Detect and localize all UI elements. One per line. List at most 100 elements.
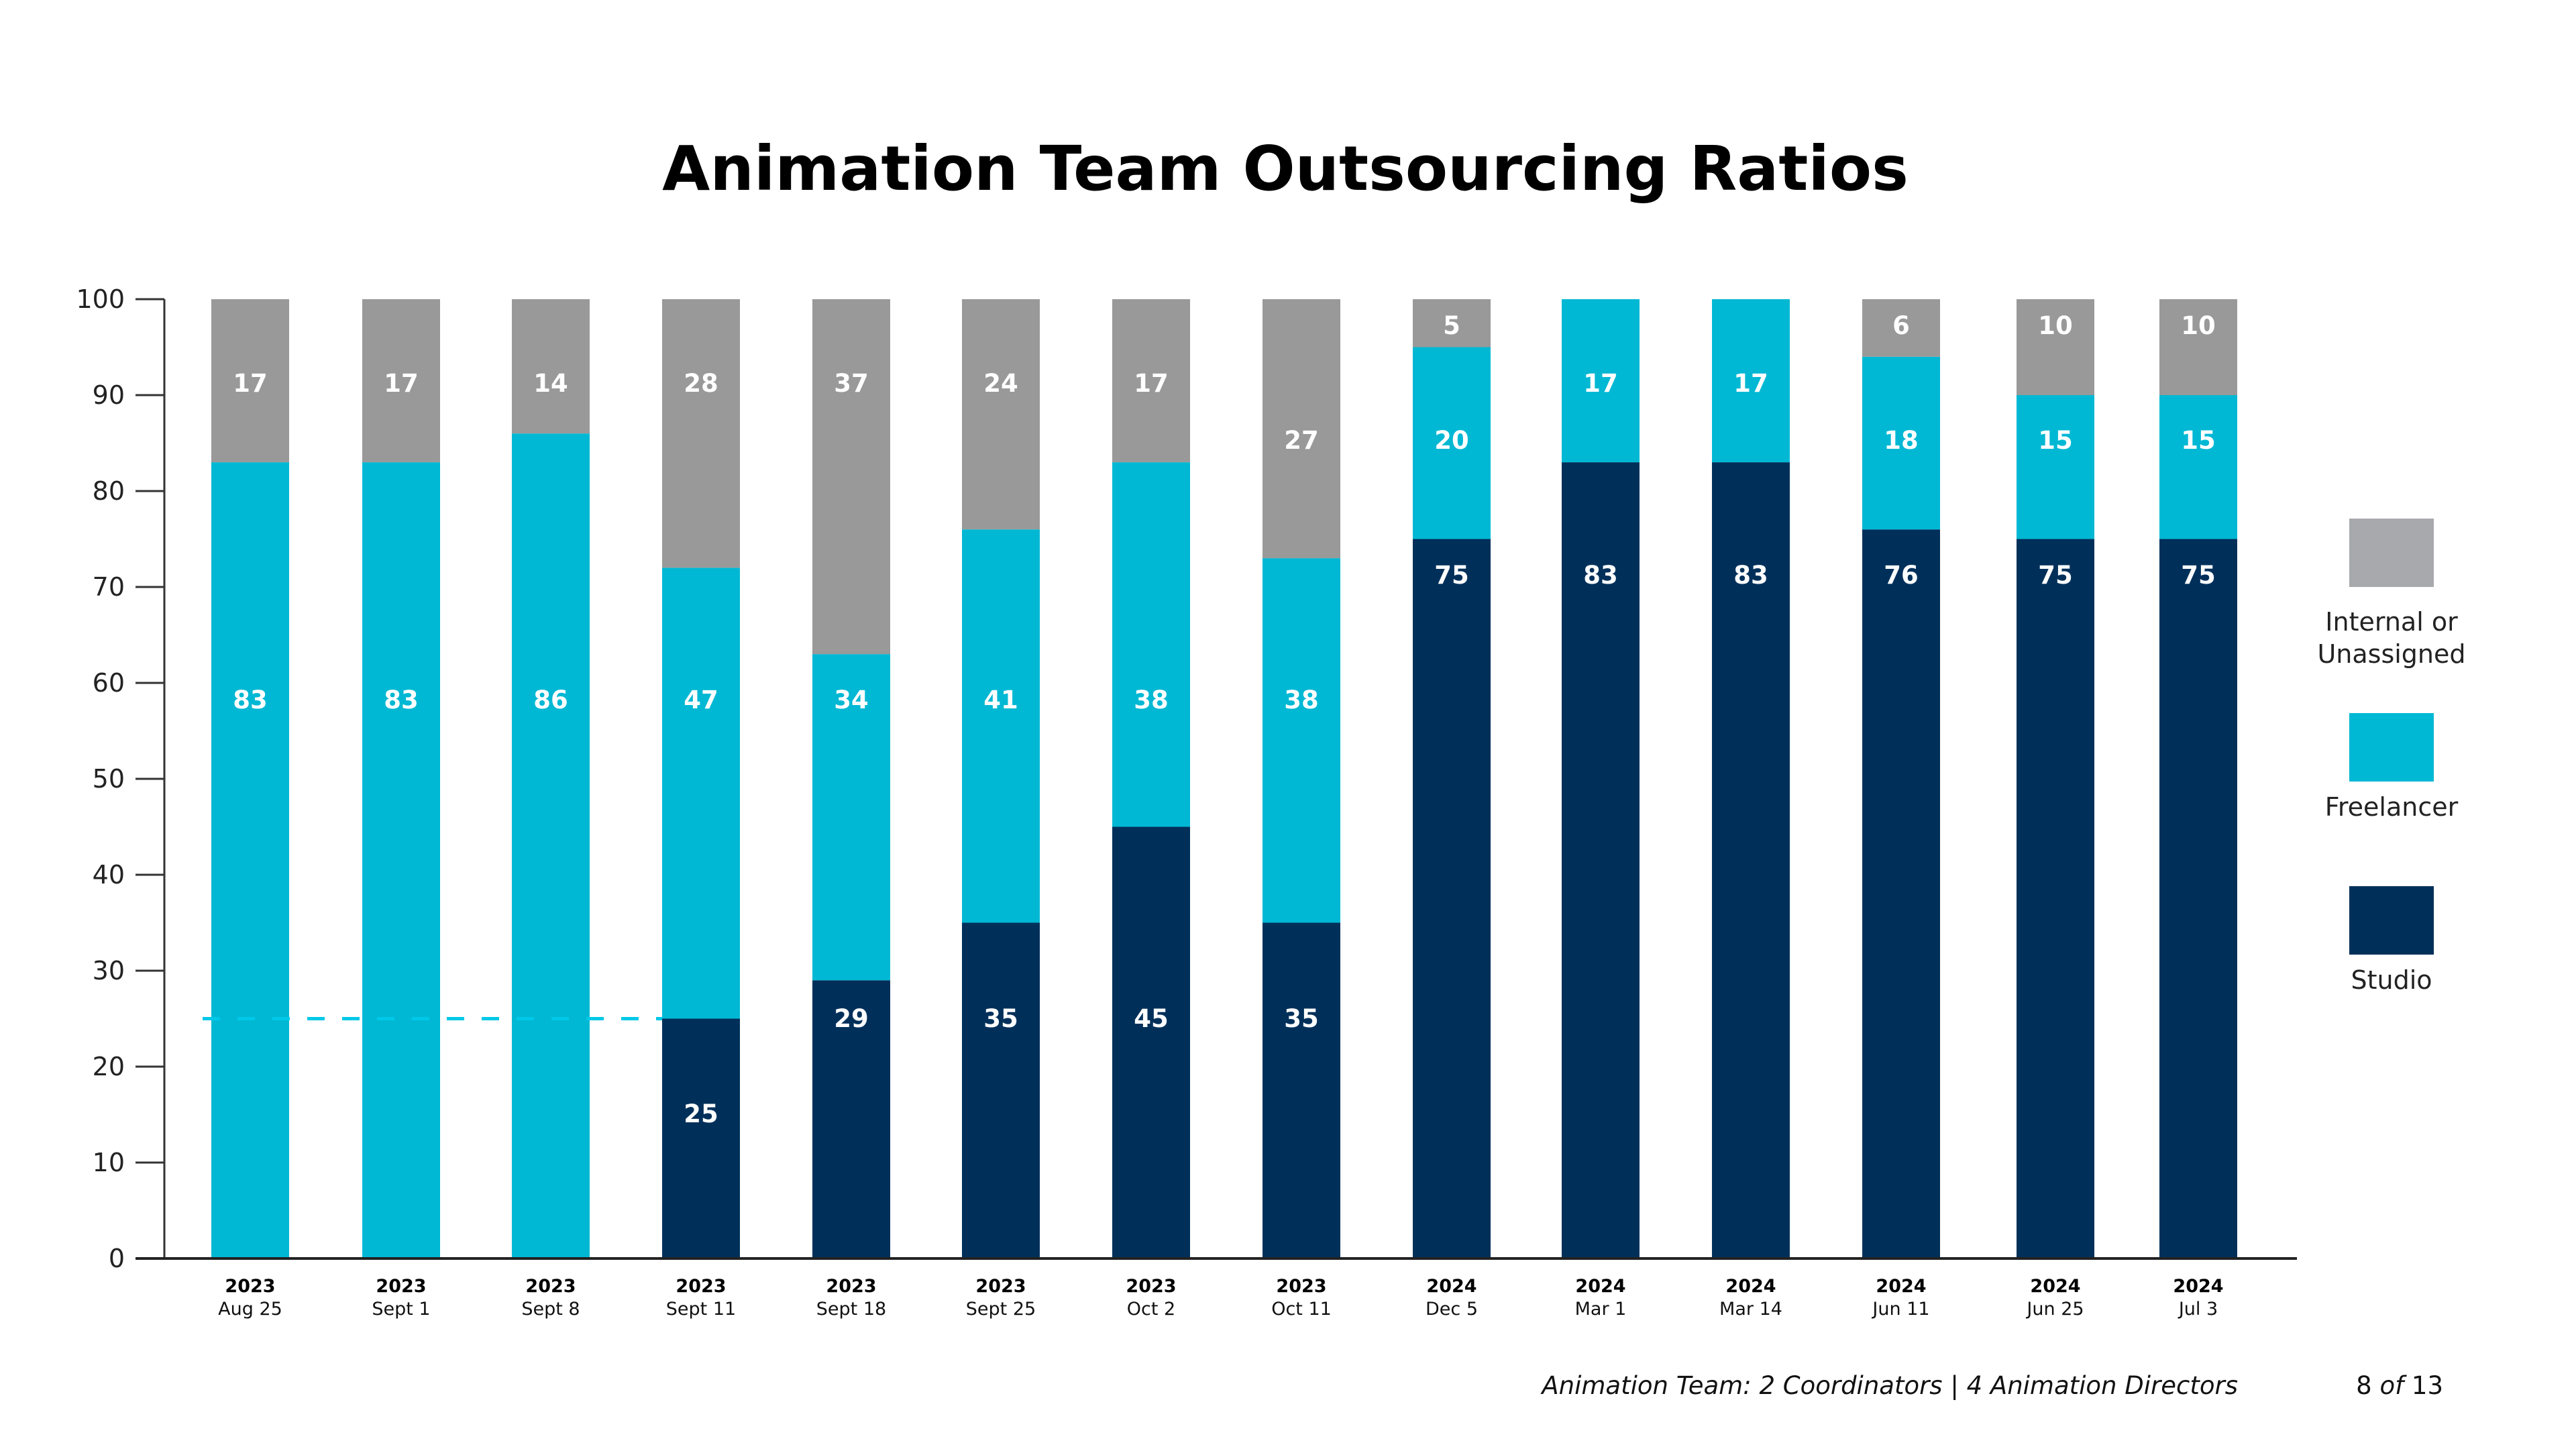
x-tick-label-year: 2023 <box>676 1276 726 1297</box>
bar-stack: 86 14 <box>512 299 590 1259</box>
bar-segment-freelancer <box>1712 299 1790 463</box>
x-tick-label-year: 2023 <box>826 1276 876 1297</box>
data-label-freelancer: 83 <box>384 686 419 714</box>
bar-segment-internal-or-unassigned <box>1413 299 1491 347</box>
bar-segment-freelancer <box>2159 395 2237 539</box>
y-tick-label: 50 <box>93 764 125 794</box>
x-tick-label-year: 2023 <box>975 1276 1026 1297</box>
y-tick-label: 100 <box>76 284 125 314</box>
data-label-studio: 29 <box>834 1004 869 1033</box>
data-label-studio: 75 <box>1434 561 1469 590</box>
bar-segment-internal-or-unassigned <box>812 299 890 655</box>
bar-segment-freelancer <box>662 568 740 1019</box>
data-label-internal-or-unassigned: 37 <box>834 369 869 398</box>
bar-stack: 75 15 10 <box>2159 299 2237 1258</box>
page-number: 8 of 13 <box>2356 1371 2443 1400</box>
bar-segment-internal-or-unassigned <box>1112 299 1190 463</box>
x-tick-label-date: Sept 25 <box>966 1299 1036 1320</box>
bar-stack: 29 34 37 <box>812 299 890 1258</box>
y-tick-label: 90 <box>93 380 125 410</box>
x-tick-label-year: 2024 <box>1426 1276 1477 1297</box>
data-label-freelancer: 38 <box>1134 686 1169 714</box>
bars: 83 17 83 17 86 14 25 47 28 29 34 37 35 41 24 45 38 17 35 38… <box>211 299 2237 1259</box>
bar-segment-freelancer <box>512 433 590 1259</box>
x-tick-label-date: Sept 1 <box>372 1299 430 1320</box>
x-tick-label-year: 2024 <box>2030 1276 2080 1297</box>
legend-label: Unassigned <box>2317 639 2465 669</box>
data-label-internal-or-unassigned: 10 <box>2181 311 2216 340</box>
bar-stack: 83 17 <box>1712 299 1790 1258</box>
legend-swatch <box>2349 519 2434 587</box>
y-axis: 0 10 20 30 40 50 60 70 80 90 100 <box>76 284 166 1273</box>
x-tick-label-year: 2023 <box>225 1276 275 1297</box>
bar-stack: 45 38 17 <box>1112 299 1190 1258</box>
data-label-internal-or-unassigned: 17 <box>384 369 419 398</box>
x-tick-label-date: Mar 14 <box>1719 1299 1782 1320</box>
data-label-internal-or-unassigned: 24 <box>983 369 1018 398</box>
x-tick-label-year: 2023 <box>1276 1276 1326 1297</box>
bar-segment-internal-or-unassigned <box>2159 299 2237 395</box>
bar-segment-internal-or-unassigned <box>962 299 1040 530</box>
bar-segment-freelancer <box>1413 347 1491 539</box>
data-label-internal-or-unassigned: 27 <box>1284 426 1319 455</box>
x-tick-label-year: 2024 <box>1876 1276 1926 1297</box>
bar-segment-studio <box>1263 922 1340 1258</box>
bar-segment-freelancer <box>211 462 289 1258</box>
x-tick-label-year: 2024 <box>1725 1276 1776 1297</box>
page-of: of <box>2379 1371 2407 1400</box>
x-tick-label-date: Sept 18 <box>816 1299 886 1320</box>
y-tick-label: 10 <box>93 1148 125 1177</box>
data-label-studio: 75 <box>2038 561 2073 590</box>
x-tick-label-year: 2024 <box>1575 1276 1625 1297</box>
y-tick-label: 0 <box>109 1244 125 1273</box>
bar-segment-internal-or-unassigned <box>211 299 289 463</box>
x-tick-label-date: Jul 3 <box>2178 1299 2218 1320</box>
bar-segment-internal-or-unassigned <box>362 299 440 463</box>
bar-segment-studio <box>2017 539 2094 1258</box>
bar-segment-freelancer <box>962 529 1040 923</box>
x-tick-label-date: Oct 2 <box>1127 1299 1175 1320</box>
data-label-studio: 45 <box>1134 1004 1169 1033</box>
legend-label: Internal or <box>2325 607 2458 637</box>
data-label-studio: 35 <box>983 1004 1018 1033</box>
data-label-studio: 83 <box>1583 561 1618 590</box>
legend-swatch <box>2349 713 2434 782</box>
bar-segment-internal-or-unassigned <box>512 299 590 434</box>
legend-label: Studio <box>2351 965 2432 995</box>
bar-segment-studio <box>662 1018 740 1258</box>
data-label-freelancer: 18 <box>1884 426 1919 455</box>
bar-segment-freelancer <box>362 462 440 1258</box>
data-label-studio: 75 <box>2181 561 2216 590</box>
y-tick-label: 40 <box>93 860 125 890</box>
y-tick-label: 30 <box>93 956 125 985</box>
data-label-freelancer: 47 <box>684 686 718 714</box>
data-label-studio: 83 <box>1733 561 1768 590</box>
bar-stack: 76 18 6 <box>1862 299 1940 1259</box>
bar-stack: 75 15 10 <box>2017 299 2094 1258</box>
bar-segment-studio <box>812 980 890 1258</box>
data-label-studio: 25 <box>684 1099 718 1128</box>
bar-segment-internal-or-unassigned <box>1263 299 1340 559</box>
legend-item: Freelancer <box>2325 713 2459 822</box>
bar-stack: 75 20 5 <box>1413 299 1491 1258</box>
data-label-freelancer: 20 <box>1434 426 1469 455</box>
page-total: 13 <box>2412 1371 2443 1400</box>
bar-stack: 83 17 <box>362 299 440 1258</box>
data-label-studio: 35 <box>1284 1004 1319 1033</box>
x-tick-label-year: 2024 <box>2173 1276 2223 1297</box>
x-tick-label-date: Aug 25 <box>218 1299 282 1320</box>
data-label-internal-or-unassigned: 17 <box>233 369 268 398</box>
data-label-freelancer: 15 <box>2181 426 2216 455</box>
data-label-freelancer: 86 <box>533 686 568 714</box>
data-label-freelancer: 17 <box>1583 369 1618 398</box>
chart-title: Animation Team Outsourcing Ratios <box>662 133 1909 205</box>
footer-note: Animation Team: 2 Coordinators | 4 Anima… <box>1540 1371 2238 1400</box>
data-label-freelancer: 17 <box>1733 369 1768 398</box>
data-label-internal-or-unassigned: 14 <box>533 369 568 398</box>
x-tick-label-date: Oct 11 <box>1271 1299 1332 1320</box>
page-current: 8 <box>2356 1371 2372 1400</box>
x-tick-label-date: Sept 8 <box>521 1299 580 1320</box>
x-tick-label-date: Jun 25 <box>2025 1299 2084 1320</box>
